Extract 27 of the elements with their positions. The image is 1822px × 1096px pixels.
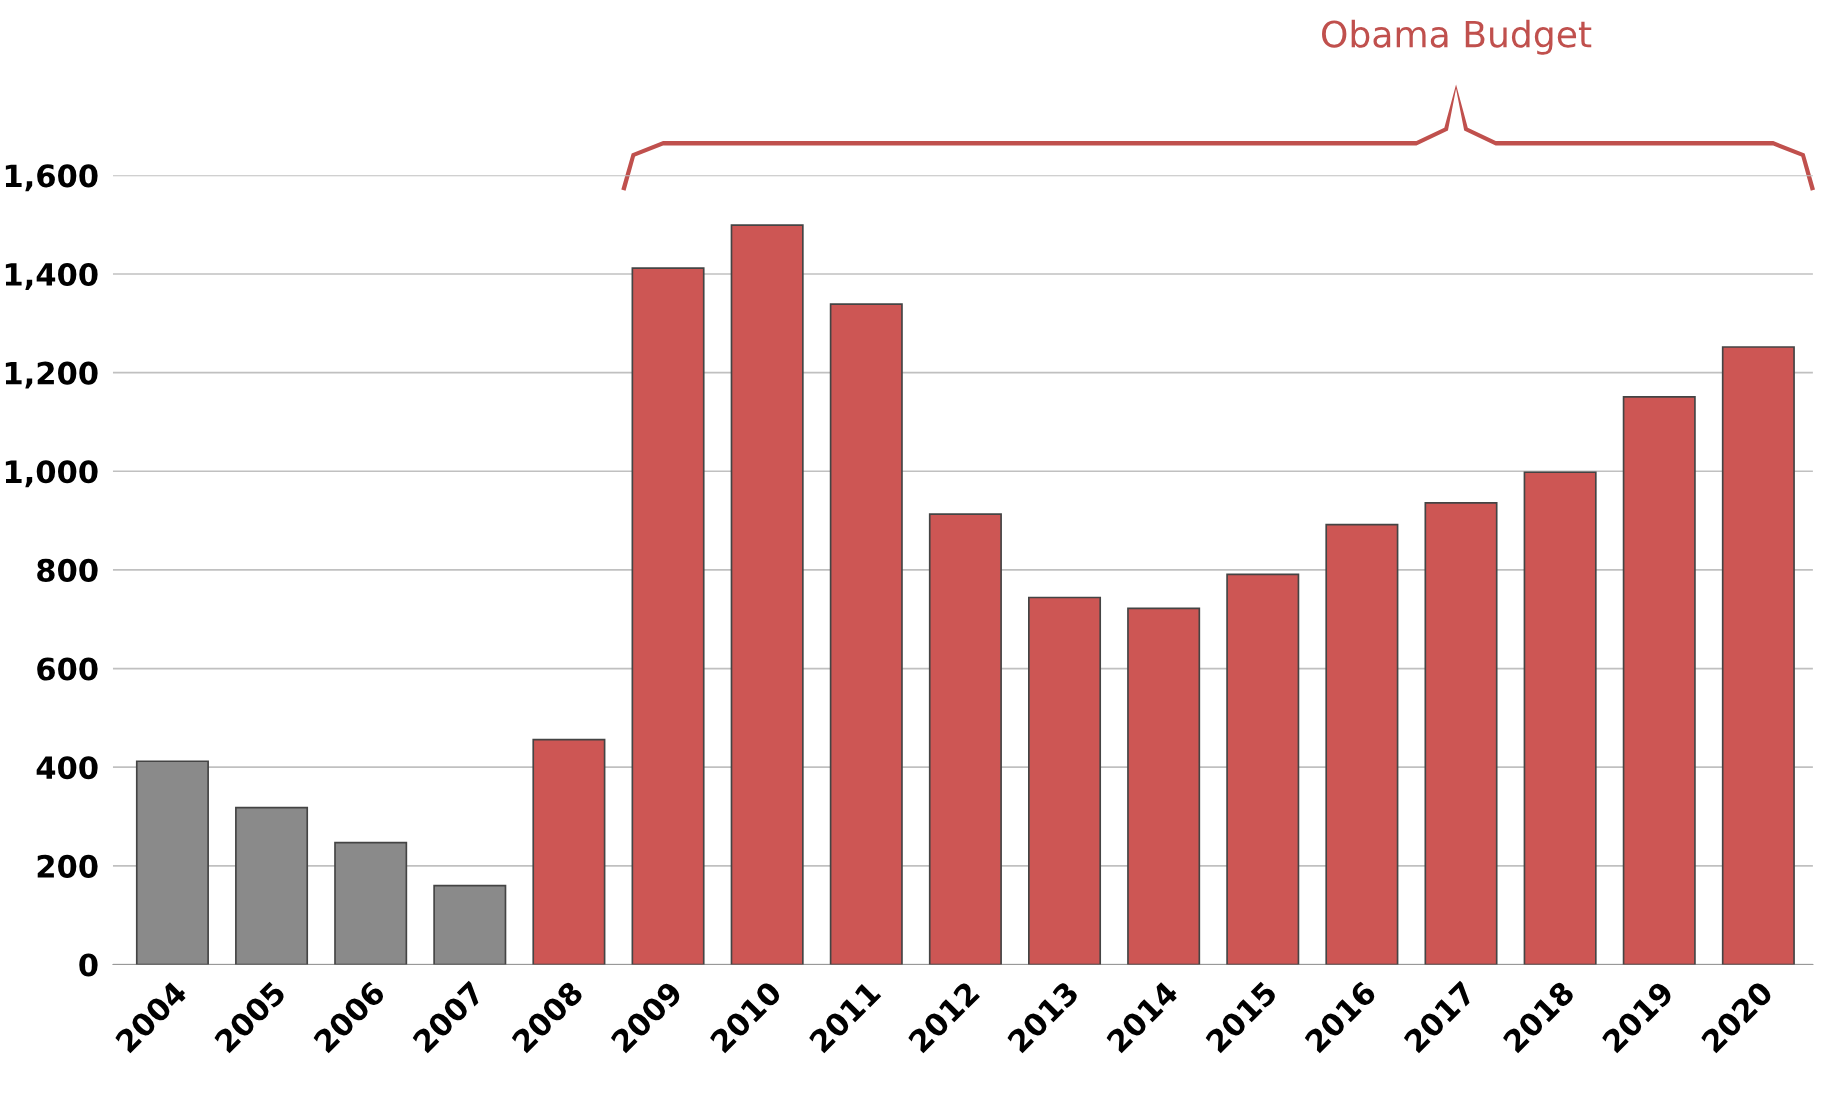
y-tick-label: 1,200: [5, 361, 98, 389]
y-tick-label: 0: [79, 953, 98, 977]
bar: [1226, 573, 1300, 965]
bar: [1127, 607, 1201, 965]
bar: [1424, 502, 1498, 965]
y-tick-label: 1,000: [5, 460, 98, 488]
bar: [1622, 395, 1696, 965]
bar: [1028, 596, 1102, 965]
y-tick-label: 400: [36, 756, 98, 780]
bar: [135, 760, 209, 965]
bar: [631, 267, 705, 965]
text: Obama Budget: [1322, 19, 1592, 55]
bar: [1325, 523, 1399, 965]
bar: [532, 738, 606, 965]
y-tick-label: 1,400: [5, 262, 98, 290]
bar: [928, 513, 1002, 965]
bar: [1523, 471, 1597, 965]
y-tick-label: 1,600: [5, 164, 98, 192]
y-tick-label: 800: [37, 558, 98, 582]
y-tick-label: 600: [37, 657, 98, 681]
bar: [235, 806, 309, 965]
bar: [829, 303, 903, 965]
bar: [433, 884, 507, 965]
bar: [1721, 346, 1795, 965]
y-tick-label: 200: [37, 854, 98, 878]
bar: [334, 841, 408, 965]
bar: [730, 224, 804, 965]
